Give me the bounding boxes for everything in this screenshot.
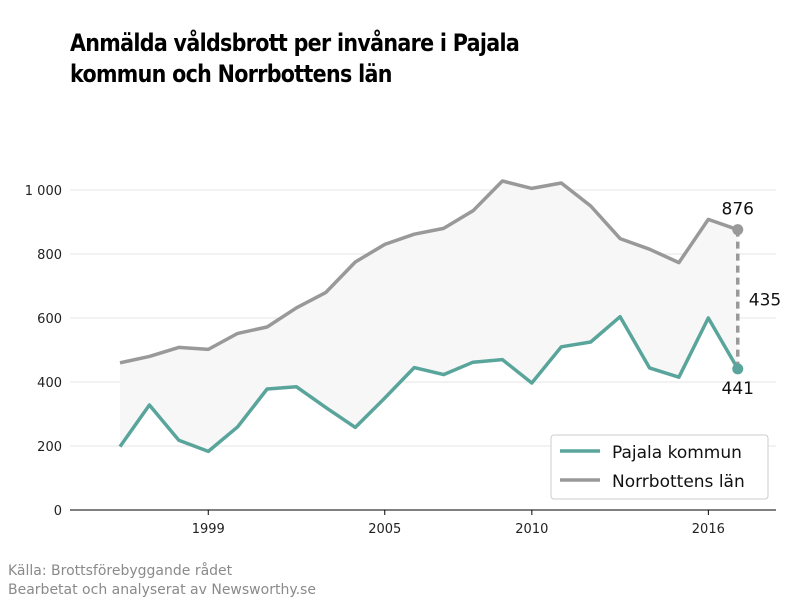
x-tick-label: 2010 (515, 522, 548, 537)
y-axis-ticks: 0 200 400 600 800 1 000 (25, 184, 62, 519)
x-tick-label: 1999 (192, 522, 225, 537)
legend: Pajala kommun Norrbottens län (550, 434, 769, 500)
last-point-pajala-kommun (732, 363, 744, 375)
x-axis-ticks: 1999 2005 2010 2016 (192, 510, 725, 537)
legend-box (550, 434, 769, 500)
legend-label-pajala-kommun: Pajala kommun (612, 443, 742, 463)
y-tick-label: 0 (54, 504, 62, 519)
y-tick-label: 200 (37, 440, 62, 455)
chart-title: Anmälda våldsbrott per invånare i Pajala… (70, 29, 520, 88)
difference-label: 435 (749, 290, 781, 310)
difference-area (120, 181, 738, 452)
source-line: Källa: Brottsförebyggande rådet (8, 563, 233, 579)
y-tick-label: 400 (37, 376, 62, 391)
y-tick-label: 600 (37, 312, 62, 327)
legend-label-norrbottens-lan: Norrbottens län (612, 472, 745, 492)
series-line-pajala-kommun (118, 314, 740, 454)
x-tick-label: 2005 (368, 522, 401, 537)
y-tick-label: 800 (37, 248, 62, 263)
y-tick-label: 1 000 (25, 184, 62, 199)
series-line-norrbottens-lan (119, 179, 739, 365)
credit-line: Bearbetat och analyserat av Newsworthy.s… (8, 582, 316, 598)
last-value-label-pajala-kommun: 441 (722, 379, 754, 399)
last-value-label-norrbottens-lan: 876 (722, 200, 754, 220)
last-point-norrbottens-lan (732, 224, 744, 236)
source-note: Källa: Brottsförebyggande rådet Bearbeta… (8, 562, 316, 600)
x-tick-label: 2016 (692, 522, 725, 537)
